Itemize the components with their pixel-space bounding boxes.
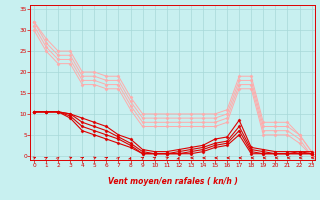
X-axis label: Vent moyen/en rafales ( kn/h ): Vent moyen/en rafales ( kn/h )	[108, 177, 238, 186]
